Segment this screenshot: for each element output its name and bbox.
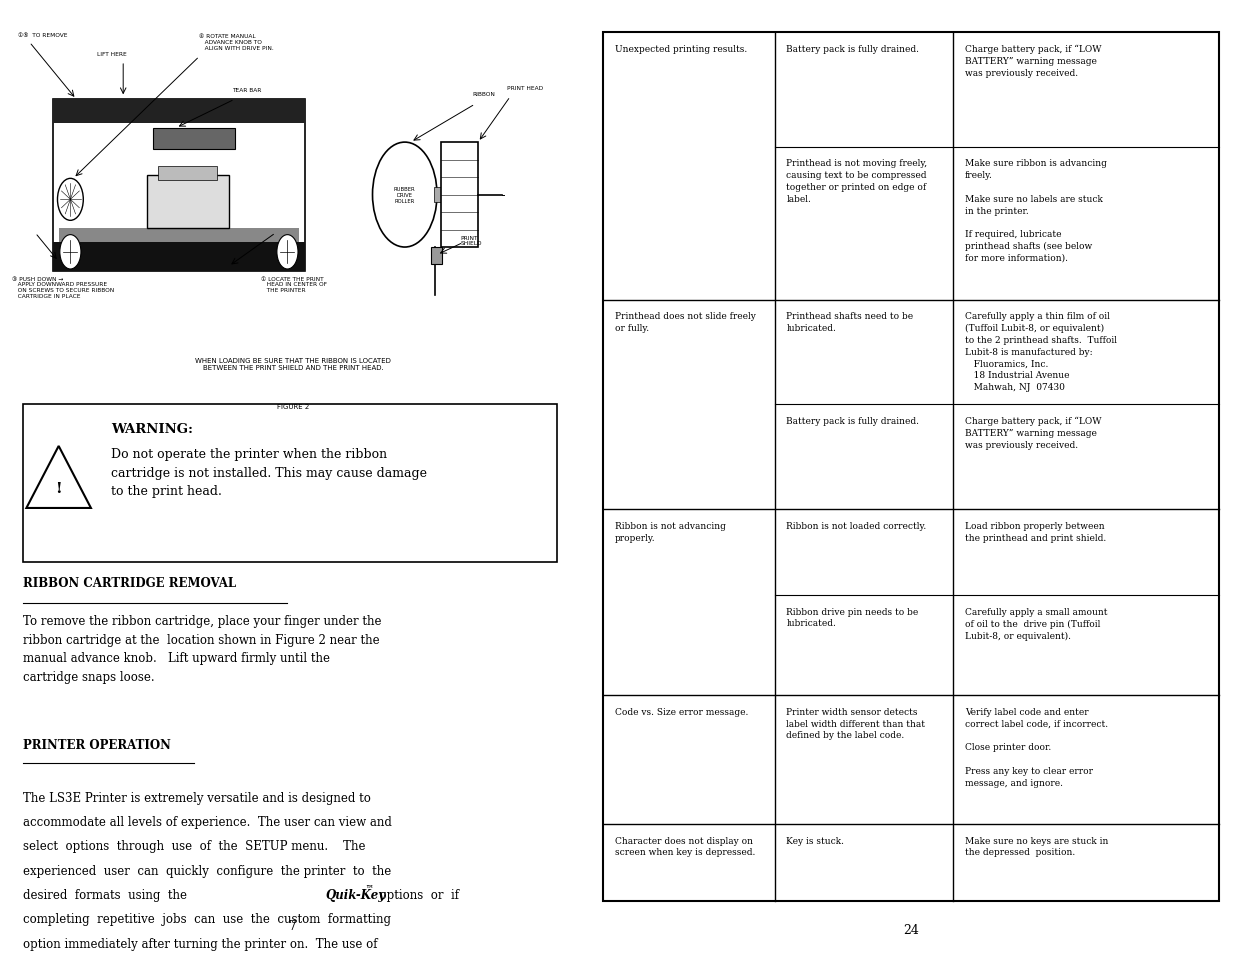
Text: RUBBER
DRIVE
ROLLER: RUBBER DRIVE ROLLER <box>394 187 416 204</box>
Text: Verify label code and enter
correct label code, if incorrect.

Close printer doo: Verify label code and enter correct labe… <box>965 707 1108 787</box>
Text: Code vs. Size error message.: Code vs. Size error message. <box>615 707 748 716</box>
Text: Battery pack is fully drained.: Battery pack is fully drained. <box>787 45 919 53</box>
Text: Make sure no keys are stuck in
the depressed  position.: Make sure no keys are stuck in the depre… <box>965 836 1108 857</box>
Text: ① LOCATE THE PRINT
   HEAD IN CENTER OF
   THE PRINTER: ① LOCATE THE PRINT HEAD IN CENTER OF THE… <box>261 276 327 293</box>
Text: Carefully apply a thin film of oil
(Tuffoil Lubit-8, or equivalent)
to the 2 pri: Carefully apply a thin film of oil (Tuff… <box>965 312 1116 392</box>
Text: desired  formats  using  the: desired formats using the <box>23 888 195 902</box>
Text: Unexpected printing results.: Unexpected printing results. <box>615 45 747 53</box>
Text: Load ribbon properly between
the printhead and print shield.: Load ribbon properly between the printhe… <box>965 521 1105 542</box>
Text: Charge battery pack, if “LOW
BATTERY” warning message
was previously received.: Charge battery pack, if “LOW BATTERY” wa… <box>965 45 1102 78</box>
Text: PRINT HEAD: PRINT HEAD <box>508 86 543 91</box>
Text: TEAR BAR: TEAR BAR <box>232 88 261 92</box>
Text: !: ! <box>56 481 62 496</box>
Bar <box>23 405 557 562</box>
Text: Key is stuck.: Key is stuck. <box>787 836 845 844</box>
Text: Printhead shafts need to be
lubricated.: Printhead shafts need to be lubricated. <box>787 312 914 333</box>
Text: RIBBON CARTRIDGE REMOVAL: RIBBON CARTRIDGE REMOVAL <box>23 577 237 590</box>
Text: Ribbon is not loaded correctly.: Ribbon is not loaded correctly. <box>787 521 926 530</box>
Bar <box>435 188 441 203</box>
Circle shape <box>373 143 437 248</box>
Text: Printhead is not moving freely,
causing text to be compressed
together or printe: Printhead is not moving freely, causing … <box>787 159 927 204</box>
Text: ™: ™ <box>366 884 373 892</box>
Circle shape <box>58 179 83 221</box>
Bar <box>53 243 305 272</box>
Text: Quik-Key: Quik-Key <box>326 888 385 902</box>
Text: The LS3E Printer is extremely versatile and is designed to: The LS3E Printer is extremely versatile … <box>23 791 372 804</box>
Text: Printer width sensor detects
label width different than that
defined by the labe: Printer width sensor detects label width… <box>787 707 925 740</box>
Bar <box>158 167 217 181</box>
Text: ③ PUSH DOWN →
   APPLY DOWNWARD PRESSURE
   ON SCREWS TO SECURE RIBBON
   CARTRI: ③ PUSH DOWN → APPLY DOWNWARD PRESSURE ON… <box>11 276 114 298</box>
Text: Battery pack is fully drained.: Battery pack is fully drained. <box>787 416 919 425</box>
Text: 7: 7 <box>289 919 298 932</box>
Text: WARNING:: WARNING: <box>111 422 194 436</box>
Text: options  or  if: options or if <box>372 888 459 902</box>
Text: Printhead does not slide freely
or fully.: Printhead does not slide freely or fully… <box>615 312 756 333</box>
Text: Charge battery pack, if “LOW
BATTERY” warning message
was previously received.: Charge battery pack, if “LOW BATTERY” wa… <box>965 416 1102 450</box>
Text: PRINTER OPERATION: PRINTER OPERATION <box>23 739 172 752</box>
Text: RIBBON: RIBBON <box>472 92 495 97</box>
Text: LIFT HERE: LIFT HERE <box>96 52 126 57</box>
Text: select  options  through  use  of  the  SETUP menu.    The: select options through use of the SETUP … <box>23 840 366 853</box>
Text: ④ ROTATE MANUAL
   ADVANCE KNOB TO
   ALIGN WITH DRIVE PIN.: ④ ROTATE MANUAL ADVANCE KNOB TO ALIGN WI… <box>199 34 274 51</box>
Text: Ribbon drive pin needs to be
lubricated.: Ribbon drive pin needs to be lubricated. <box>787 607 919 628</box>
Text: Do not operate the printer when the ribbon
cartridge is not installed. This may : Do not operate the printer when the ribb… <box>111 448 427 497</box>
Text: option immediately after turning the printer on.  The use of: option immediately after turning the pri… <box>23 937 378 950</box>
Text: Ribbon is not advancing
properly.: Ribbon is not advancing properly. <box>615 521 725 542</box>
Text: Make sure ribbon is advancing
freely.

Make sure no labels are stuck
in the prin: Make sure ribbon is advancing freely. Ma… <box>965 159 1107 263</box>
Text: FIGURE 2: FIGURE 2 <box>277 403 310 409</box>
Bar <box>53 100 305 124</box>
Text: WHEN LOADING BE SURE THAT THE RIBBON IS LOCATED
BETWEEN THE PRINT SHIELD AND THE: WHEN LOADING BE SURE THAT THE RIBBON IS … <box>195 357 391 371</box>
Text: 24: 24 <box>903 923 919 936</box>
Bar <box>441 143 478 248</box>
Text: Character does not display on
screen when key is depressed.: Character does not display on screen whe… <box>615 836 755 857</box>
Text: experienced  user  can  quickly  configure  the printer  to  the: experienced user can quickly configure t… <box>23 863 391 877</box>
Text: completing  repetitive  jobs  can  use  the  custom  formatting: completing repetitive jobs can use the c… <box>23 913 391 925</box>
Text: accommodate all levels of experience.  The user can view and: accommodate all levels of experience. Th… <box>23 815 393 828</box>
Text: Carefully apply a small amount
of oil to the  drive pin (Tuffoil
Lubit-8, or equ: Carefully apply a small amount of oil to… <box>965 607 1107 640</box>
Bar <box>431 248 442 265</box>
Polygon shape <box>26 446 91 509</box>
Bar <box>153 129 235 150</box>
Bar <box>58 229 299 243</box>
Text: PRINT
SHIELD: PRINT SHIELD <box>461 235 482 246</box>
Text: ①⑤  TO REMOVE: ①⑤ TO REMOVE <box>17 33 67 38</box>
Bar <box>53 100 305 272</box>
Circle shape <box>277 235 298 270</box>
Text: To remove the ribbon cartridge, place your finger under the
ribbon cartridge at : To remove the ribbon cartridge, place yo… <box>23 615 382 683</box>
Circle shape <box>59 235 82 270</box>
Bar <box>147 176 228 229</box>
